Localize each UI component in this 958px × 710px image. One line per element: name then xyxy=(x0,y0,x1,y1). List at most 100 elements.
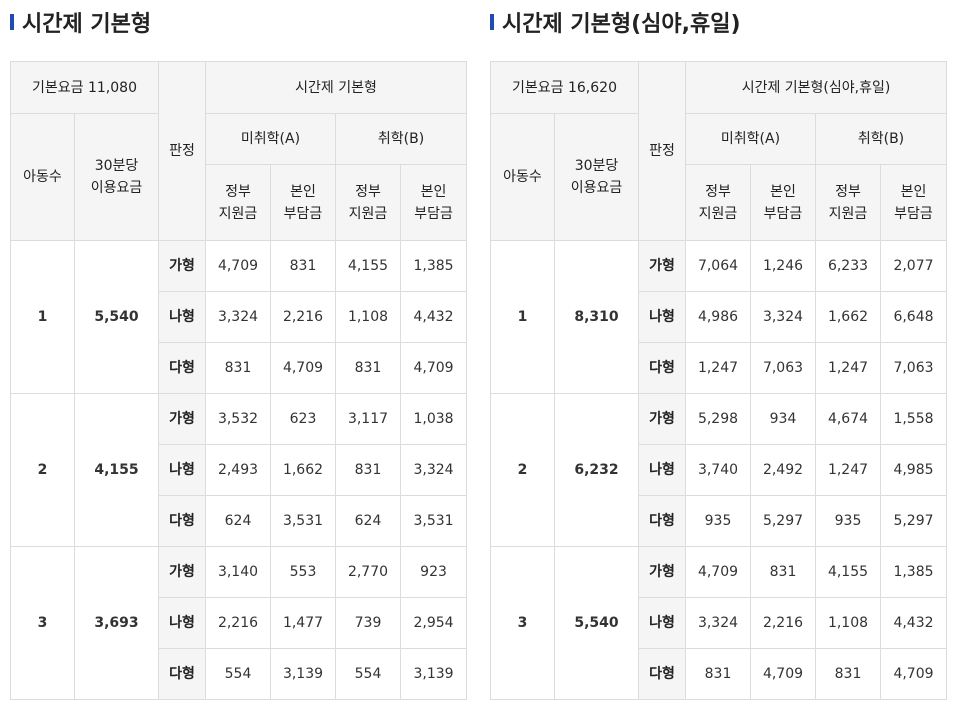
value-cell: 831 xyxy=(205,342,271,394)
table-row: 2 6,232 가형 5,298 934 4,674 1,558 xyxy=(490,393,947,547)
value-cell: 1,558 xyxy=(880,393,947,445)
table-row: 3 5,540 가형 4,709 831 4,155 1,385 xyxy=(490,546,947,700)
title-bar-icon xyxy=(10,14,14,30)
rate-header: 30분당 이용요금 xyxy=(554,113,639,241)
gov-support-header-line1: 정부 xyxy=(835,183,861,200)
gov-support-header-line2: 지원금 xyxy=(828,205,868,222)
base-fee-cell: 기본요금 16,620 xyxy=(490,61,639,114)
type-cell: 다형 xyxy=(158,495,206,547)
rate-cell: 4,155 xyxy=(74,393,159,547)
children-count-cell: 1 xyxy=(10,240,75,394)
value-cell: 1,477 xyxy=(270,597,336,649)
value-cell: 4,986 xyxy=(685,291,751,343)
type-cell: 가형 xyxy=(638,393,686,445)
table-row: 나형 2,216 1,477 739 2,954 xyxy=(11,597,468,649)
gov-support-header-line1: 정부 xyxy=(355,183,381,200)
value-cell: 831 xyxy=(750,546,816,598)
value-cell: 554 xyxy=(205,648,271,700)
value-cell: 624 xyxy=(205,495,271,547)
value-cell: 2,216 xyxy=(205,597,271,649)
table-row: 3 3,693 가형 3,140 553 2,770 923 xyxy=(10,546,468,700)
type-cell: 다형 xyxy=(638,495,686,547)
judgment-header: 판정 xyxy=(158,61,206,241)
table-row: 1 5,540 가형 4,709 831 4,155 1,385 xyxy=(10,240,468,394)
gov-support-header-line2: 지원금 xyxy=(698,205,738,222)
section-night-holiday: 시간제 기본형(심야,휴일) 기본요금 16,620 판정 시간제 기본형(심야,휴… xyxy=(490,0,947,700)
value-cell: 3,531 xyxy=(270,495,336,547)
gov-support-header: 정부 지원금 xyxy=(335,164,401,241)
rate-header-line1: 30분당 xyxy=(94,158,139,174)
value-cell: 1,108 xyxy=(815,597,881,649)
value-cell: 4,985 xyxy=(880,444,947,496)
value-cell: 1,247 xyxy=(685,342,751,394)
value-cell: 554 xyxy=(335,648,401,700)
value-cell: 4,709 xyxy=(880,648,947,700)
school-header: 취학(B) xyxy=(334,113,468,165)
value-cell: 4,709 xyxy=(399,342,468,394)
value-cell: 831 xyxy=(335,444,401,496)
value-cell: 935 xyxy=(685,495,751,547)
value-cell: 1,247 xyxy=(815,444,881,496)
table-row: 나형 2,493 1,662 831 3,324 xyxy=(11,444,468,496)
header-row: 기본요금 16,620 판정 시간제 기본형(심야,휴일) xyxy=(490,61,947,241)
value-cell: 2,216 xyxy=(270,291,336,343)
table-row: 1 8,310 가형 7,064 1,246 6,233 2,077 xyxy=(490,240,947,394)
value-cell: 2,216 xyxy=(750,597,816,649)
section-title-text: 시간제 기본형(심야,휴일) xyxy=(502,12,741,37)
rate-header-line2: 이용요금 xyxy=(570,180,623,196)
value-cell: 3,324 xyxy=(205,291,271,343)
value-cell: 6,233 xyxy=(815,240,881,292)
value-cell: 3,740 xyxy=(685,444,751,496)
gov-support-header-line1: 정부 xyxy=(705,183,731,200)
value-cell: 5,297 xyxy=(880,495,947,547)
type-cell: 다형 xyxy=(638,648,686,700)
section-basic: 시간제 기본형 기본요금 11,080 판정 시간제 기본형 아동수 30분당 이용요금 미… xyxy=(10,0,468,700)
value-cell: 831 xyxy=(815,648,881,700)
type-cell: 나형 xyxy=(638,291,686,343)
gov-support-header: 정부 지원금 xyxy=(205,164,271,241)
value-cell: 3,324 xyxy=(685,597,751,649)
value-cell: 3,139 xyxy=(270,648,336,700)
type-cell: 나형 xyxy=(158,444,206,496)
value-cell: 2,770 xyxy=(335,546,401,598)
value-cell: 3,531 xyxy=(399,495,468,547)
preschool-header: 미취학(A) xyxy=(205,113,336,165)
table-row: 다형 554 3,139 554 3,139 xyxy=(11,648,468,700)
value-cell: 7,063 xyxy=(750,342,816,394)
type-cell: 가형 xyxy=(158,546,206,598)
value-cell: 4,709 xyxy=(270,342,336,394)
self-pay-header: 본인 부담금 xyxy=(880,164,947,241)
value-cell: 6,648 xyxy=(880,291,947,343)
rate-header: 30분당 이용요금 xyxy=(74,113,159,241)
self-pay-header-line1: 본인 xyxy=(290,183,316,200)
value-cell: 2,077 xyxy=(880,240,947,292)
type-cell: 나형 xyxy=(638,597,686,649)
type-cell: 가형 xyxy=(638,546,686,598)
value-cell: 2,493 xyxy=(205,444,271,496)
table-row: 나형 3,740 2,492 1,247 4,985 xyxy=(491,444,947,496)
type-cell: 나형 xyxy=(638,444,686,496)
school-header: 취학(B) xyxy=(815,113,947,165)
value-cell: 4,709 xyxy=(750,648,816,700)
value-cell: 4,155 xyxy=(335,240,401,292)
value-cell: 5,298 xyxy=(685,393,751,445)
value-cell: 4,432 xyxy=(880,597,947,649)
table-row: 다형 831 4,709 831 4,709 xyxy=(11,342,468,394)
table-row: 나형 3,324 2,216 1,108 4,432 xyxy=(491,597,947,649)
base-fee-cell: 기본요금 11,080 xyxy=(10,61,159,114)
type-cell: 다형 xyxy=(158,342,206,394)
value-cell: 1,247 xyxy=(815,342,881,394)
value-cell: 7,063 xyxy=(880,342,947,394)
value-cell: 1,108 xyxy=(335,291,401,343)
table-row: 다형 831 4,709 831 4,709 xyxy=(491,648,947,700)
self-pay-header: 본인 부담금 xyxy=(399,164,468,241)
header-row: 아동수 30분당 이용요금 미취학(A) 취학(B) xyxy=(490,113,947,241)
type-cell: 다형 xyxy=(638,342,686,394)
rate-cell: 6,232 xyxy=(554,393,639,547)
value-cell: 1,385 xyxy=(880,546,947,598)
value-cell: 5,297 xyxy=(750,495,816,547)
table-row: 다형 1,247 7,063 1,247 7,063 xyxy=(491,342,947,394)
value-cell: 7,064 xyxy=(685,240,751,292)
table-row: 다형 935 5,297 935 5,297 xyxy=(491,495,947,547)
